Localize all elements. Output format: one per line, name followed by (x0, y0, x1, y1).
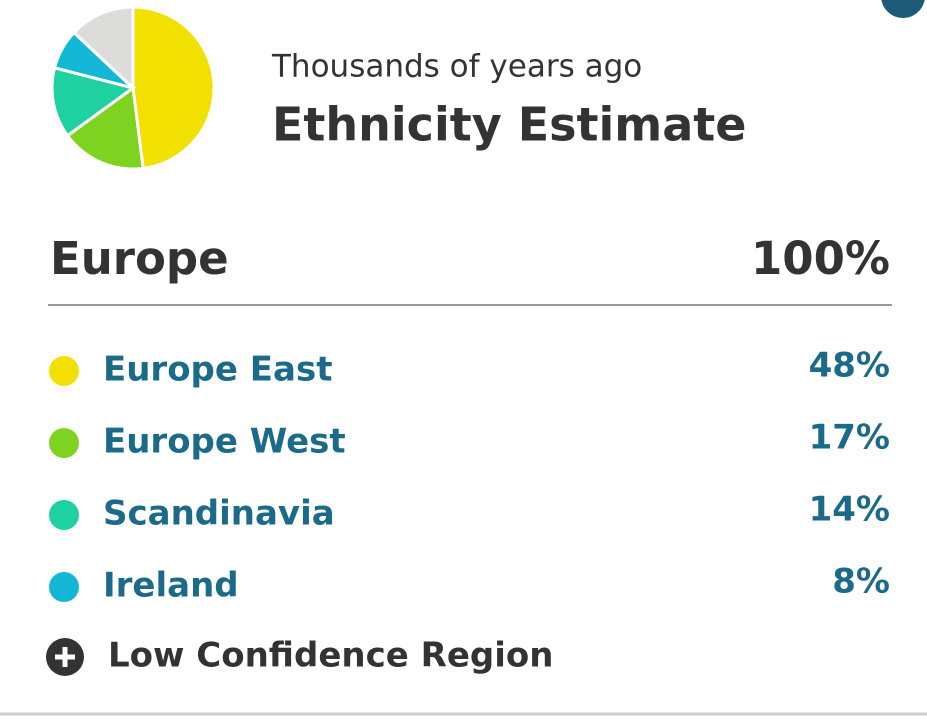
info-icon[interactable] (881, 0, 925, 18)
pie-chart (50, 5, 216, 171)
region-total: 100% (751, 232, 890, 285)
item-percent: 17% (809, 418, 890, 458)
legend-dot (49, 356, 79, 386)
item-row[interactable]: Europe West 17% (49, 418, 890, 462)
plus-sign (55, 647, 75, 667)
item-name[interactable]: Scandinavia (103, 494, 335, 534)
pie-slice (71, 5, 135, 92)
item-list: Europe East 48% Europe West 17% Scandinavia 1… (49, 346, 890, 606)
item-percent: 48% (809, 346, 890, 386)
item-row[interactable]: Ireland 8% (49, 562, 890, 606)
title: Ethnicity Estimate (272, 98, 746, 152)
item-name[interactable]: Ireland (103, 566, 239, 606)
pie-slice (50, 66, 137, 138)
region-name: Europe (50, 232, 229, 285)
pie-slice (65, 85, 145, 171)
low-confidence-label[interactable]: Low Confidence Region (108, 636, 553, 676)
item-name[interactable]: Europe West (103, 422, 346, 462)
item-percent: 14% (809, 490, 890, 530)
low-confidence-toggle[interactable]: Low Confidence Region (46, 636, 553, 677)
legend-dot (49, 572, 79, 602)
item-row[interactable]: Scandinavia 14% (49, 490, 890, 534)
legend-dot (49, 428, 79, 458)
item-percent: 8% (832, 562, 890, 602)
pie-slice (131, 5, 216, 171)
subtitle: Thousands of years ago (271, 49, 642, 85)
item-name[interactable]: Europe East (103, 350, 332, 390)
legend-dot (49, 500, 79, 530)
item-row[interactable]: Europe East 48% (49, 346, 890, 390)
